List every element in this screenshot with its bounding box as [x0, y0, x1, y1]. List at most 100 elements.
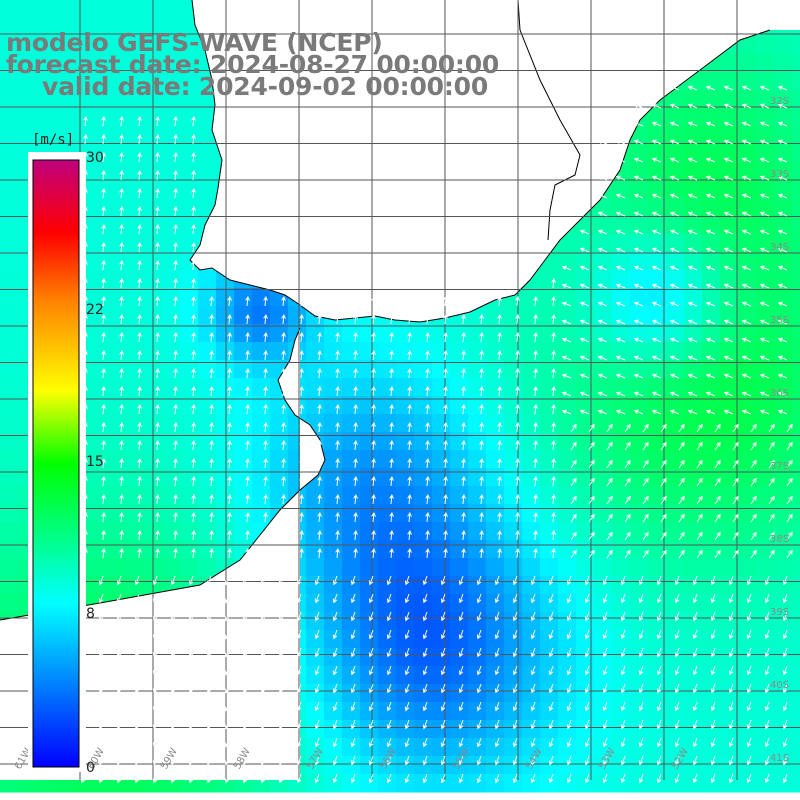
wind-arrow	[782, 737, 788, 748]
wind-arrow	[597, 193, 608, 199]
wind-speed-cell	[774, 486, 793, 505]
wind-arrow	[786, 531, 793, 541]
wind-arrow	[425, 314, 430, 325]
wind-speed-cell	[306, 738, 325, 757]
wind-arrow	[137, 206, 142, 217]
wind-arrow	[533, 314, 538, 325]
wind-arrow	[242, 611, 248, 622]
wind-speed-cell	[180, 468, 199, 487]
wind-arrow	[741, 391, 752, 397]
wind-arrow	[615, 265, 626, 271]
wind-arrow	[782, 701, 788, 712]
wind-speed-cell	[756, 756, 775, 775]
wind-speed-cell	[594, 234, 613, 253]
wind-speed-cell	[522, 684, 541, 703]
wind-arrow	[710, 683, 716, 694]
wind-arrow	[119, 206, 124, 217]
wind-speed-cell	[720, 108, 739, 127]
wind-arrow	[494, 719, 500, 730]
wind-arrow	[317, 296, 322, 307]
wind-speed-cell	[612, 756, 631, 775]
wind-arrow	[579, 265, 590, 271]
wind-arrow	[651, 103, 662, 109]
wind-arrow	[317, 548, 322, 559]
wind-arrow	[263, 350, 268, 361]
wind-arrow	[561, 337, 572, 343]
wind-speed-cell	[540, 486, 559, 505]
wind-arrow	[750, 477, 757, 487]
wind-arrow	[335, 548, 340, 559]
wind-arrow	[530, 683, 536, 694]
wind-speed-cell	[18, 54, 37, 73]
wind-arrow	[606, 477, 613, 487]
wind-arrow	[710, 701, 716, 712]
wind-arrow	[389, 350, 394, 361]
wind-arrow	[281, 332, 286, 343]
wind-speed-cell	[108, 342, 127, 361]
wind-arrow	[597, 391, 608, 397]
wind-speed-cell	[324, 342, 343, 361]
wind-speed-cell	[180, 558, 199, 577]
wind-speed-cell	[702, 396, 721, 415]
wind-speed-cell	[630, 522, 649, 541]
wind-arrow	[281, 350, 286, 361]
wind-speed-cell	[108, 144, 127, 163]
wind-speed-cell	[720, 144, 739, 163]
wind-arrow	[530, 701, 536, 712]
wind-arrow	[588, 459, 595, 469]
wind-arrow	[227, 386, 232, 397]
wind-speed-cell	[774, 648, 793, 667]
wind-speed-cell	[648, 198, 667, 217]
wind-speed-cell	[72, 108, 91, 127]
wind-arrow	[335, 530, 340, 541]
wind-speed-cell	[774, 234, 793, 253]
wind-speed-cell	[576, 468, 595, 487]
wind-arrow	[116, 629, 122, 640]
wind-speed-cell	[126, 252, 145, 271]
wind-speed-cell	[684, 90, 703, 109]
wind-arrow	[335, 512, 340, 523]
wind-speed-cell	[594, 738, 613, 757]
wind-speed-cell	[504, 432, 523, 451]
wind-arrow	[224, 575, 230, 586]
wind-speed-cell	[684, 558, 703, 577]
wind-arrow	[119, 134, 124, 145]
wind-speed-cell	[756, 522, 775, 541]
wind-speed-cell	[504, 576, 523, 595]
wind-speed-cell	[324, 468, 343, 487]
wind-speed-cell	[558, 396, 577, 415]
wind-speed-cell	[756, 468, 775, 487]
wind-arrow	[173, 350, 178, 361]
wind-arrow	[674, 629, 680, 640]
wind-arrow	[191, 278, 196, 289]
wind-arrow	[386, 665, 392, 676]
wind-arrow	[566, 593, 572, 604]
wind-speed-cell	[702, 720, 721, 739]
wind-speed-cell	[702, 108, 721, 127]
wind-speed-cell	[108, 486, 127, 505]
wind-arrow	[209, 548, 214, 559]
wind-arrow	[278, 647, 284, 658]
wind-arrow	[101, 152, 106, 163]
wind-arrow	[476, 719, 482, 730]
wind-speed-cell	[486, 540, 505, 559]
wind-arrow	[368, 611, 374, 622]
wind-speed-cell	[396, 486, 415, 505]
wind-arrow	[137, 224, 142, 235]
wind-arrow	[461, 296, 466, 307]
wind-speed-cell	[630, 738, 649, 757]
wind-speed-cell	[0, 306, 19, 325]
wind-speed-cell	[342, 684, 361, 703]
wind-arrow	[615, 301, 626, 307]
wind-arrow	[566, 611, 572, 622]
wind-speed-cell	[378, 702, 397, 721]
wind-arrow	[728, 683, 734, 694]
wind-speed-cell	[792, 90, 800, 109]
wind-arrow	[479, 332, 484, 343]
wind-arrow	[134, 611, 140, 622]
wind-speed-cell	[432, 684, 451, 703]
wind-arrow	[137, 458, 142, 469]
wind-arrow	[191, 548, 196, 559]
wind-speed-cell	[792, 594, 800, 613]
